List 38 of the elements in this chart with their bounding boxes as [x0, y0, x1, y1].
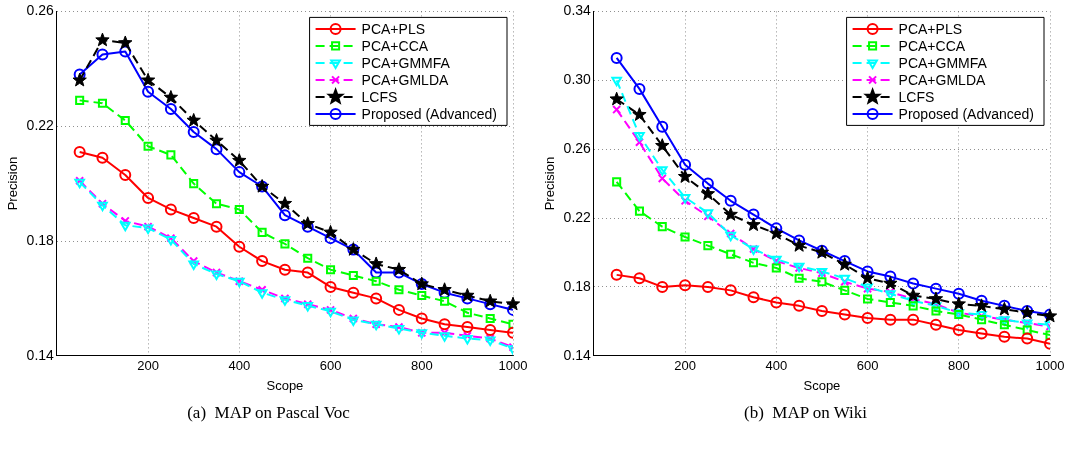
y-tick-label: 0.22 [563, 208, 592, 225]
y-tick-label: 0.22 [26, 117, 55, 134]
x-tick-label: 600 [319, 358, 342, 374]
legend-label: PCA+CCA [898, 37, 966, 54]
legend-label: PCA+GMLDA [898, 71, 986, 88]
legend-label: Proposed (Advanced) [361, 105, 498, 122]
legend-label: PCA+GMMFA [361, 54, 451, 71]
y-tick-label: 0.26 [563, 140, 592, 157]
x-tick-label: 600 [856, 358, 879, 374]
x-tick-label: 200 [674, 358, 696, 374]
legend-label: LCFS [898, 88, 935, 105]
x-tick-label: 1000 [1035, 358, 1065, 374]
y-tick-label: 0.18 [26, 231, 55, 248]
y-tick-label: 0.14 [563, 346, 592, 363]
y-tick-label: 0.34 [563, 2, 592, 19]
legend-label: PCA+CCA [361, 37, 429, 54]
legend-label: PCA+GMMFA [898, 54, 988, 71]
y-axis-title: Precision [5, 156, 21, 211]
y-tick-label: 0.18 [563, 277, 592, 294]
x-tick-label: 400 [765, 358, 788, 374]
legend-label: PCA+PLS [361, 20, 426, 37]
x-tick-label: 1000 [498, 358, 528, 374]
x-tick-label: 200 [137, 358, 159, 374]
x-tick-label: 400 [228, 358, 251, 374]
legend-label: Proposed (Advanced) [898, 105, 1035, 122]
x-tick-label: 800 [410, 358, 433, 374]
text: (b) MAP on Wiki [742, 403, 868, 423]
y-tick-label: 0.26 [26, 2, 55, 19]
x-axis-title: Scope [266, 377, 304, 393]
legend-label: PCA+PLS [898, 20, 963, 37]
x-tick-label: 800 [947, 358, 970, 374]
y-axis-title: Precision [542, 156, 558, 211]
text: (a) MAP on Pascal Voc [186, 403, 351, 423]
legend-label: LCFS [361, 88, 398, 105]
y-tick-label: 0.14 [26, 346, 55, 363]
legend-label: PCA+GMLDA [361, 71, 449, 88]
y-tick-label: 0.30 [563, 71, 592, 88]
x-axis-title: Scope [803, 377, 841, 393]
